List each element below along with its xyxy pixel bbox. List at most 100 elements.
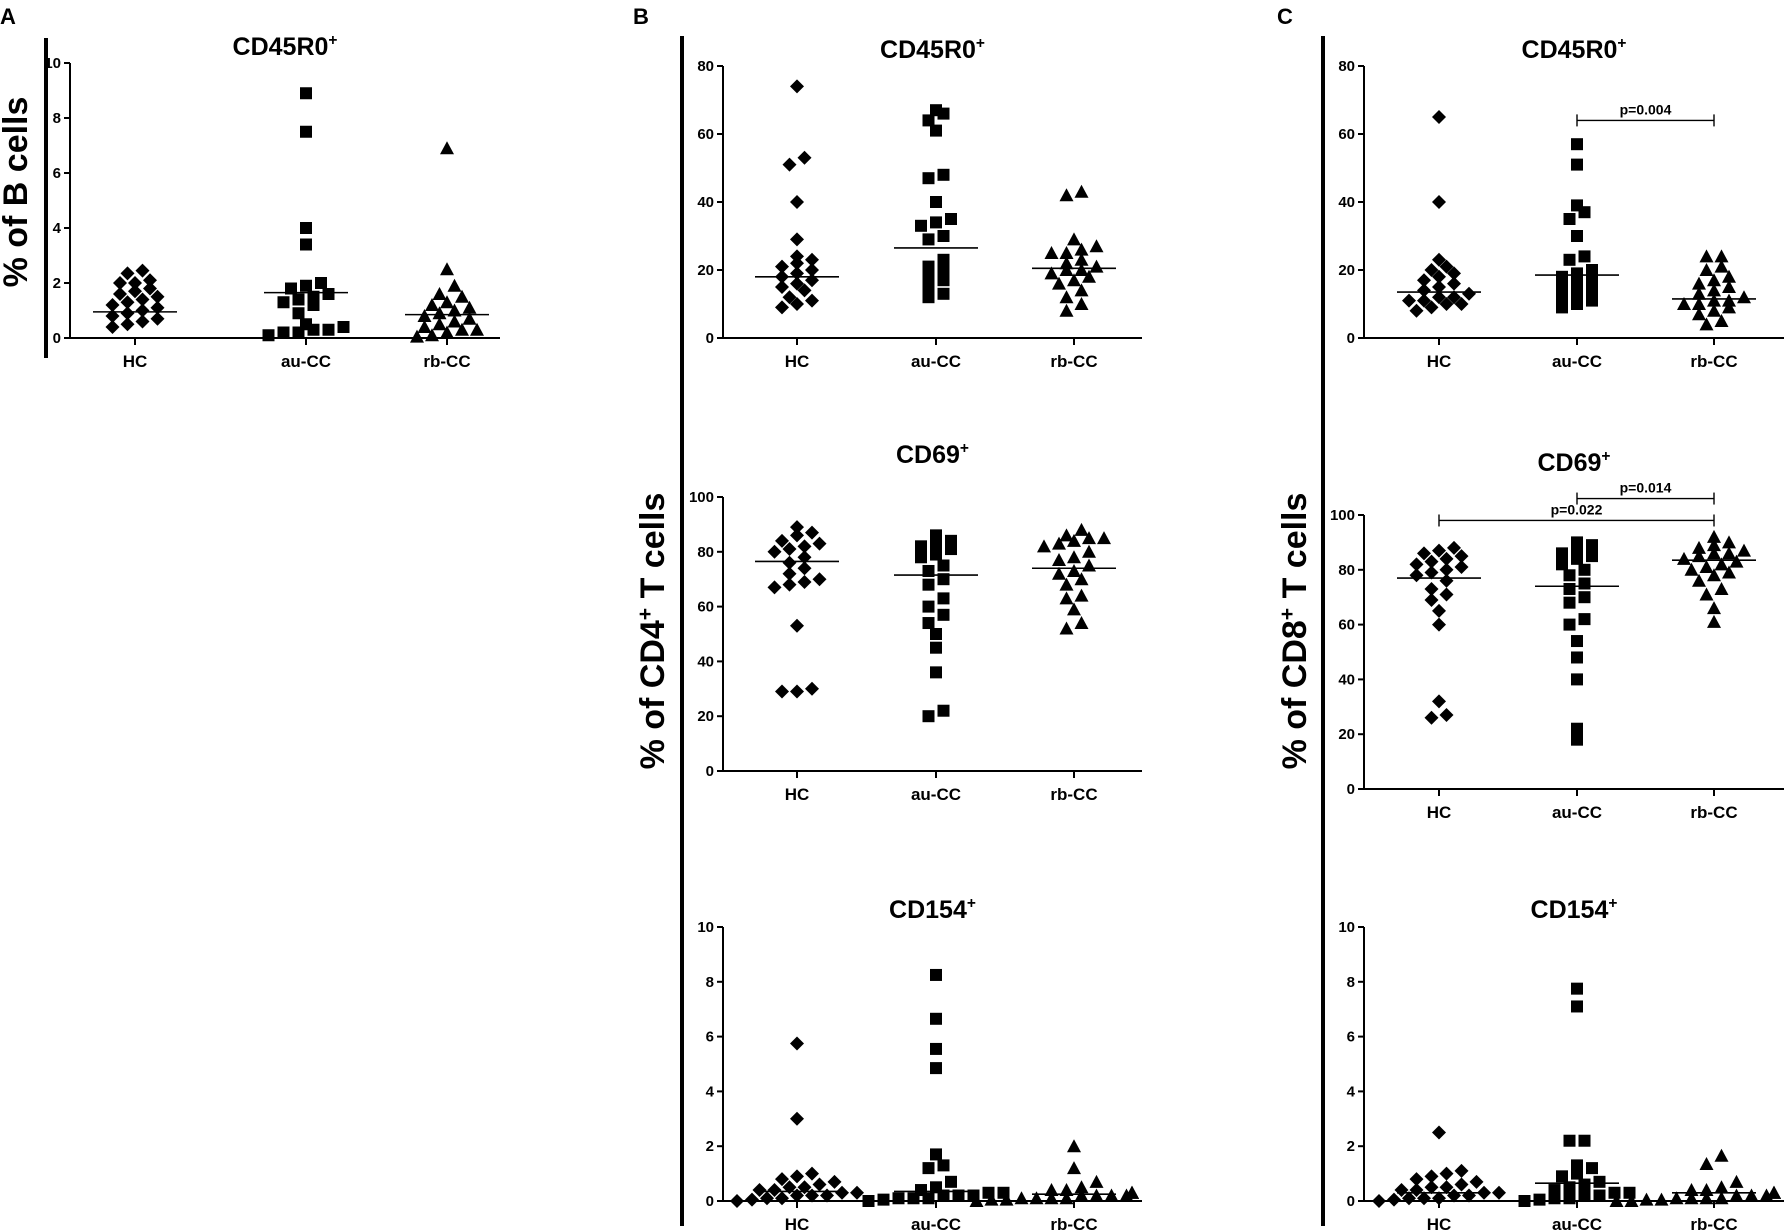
data-point	[782, 577, 797, 592]
data-point	[300, 318, 312, 331]
data-point	[1067, 602, 1081, 616]
data-point	[1578, 577, 1591, 590]
x-tick-label: HC	[123, 352, 148, 371]
data-point	[937, 573, 950, 586]
y-tick-label: 40	[1338, 671, 1355, 688]
data-point	[1424, 581, 1439, 596]
data-point	[1447, 290, 1461, 305]
data-point	[937, 559, 950, 572]
p-value-label: p=0.014	[1620, 480, 1672, 496]
data-point	[1571, 138, 1583, 151]
data-point	[1074, 616, 1089, 630]
data-point	[775, 684, 789, 699]
data-point	[1074, 263, 1089, 276]
data-point	[752, 1183, 767, 1198]
data-point	[1067, 563, 1081, 577]
data-point	[969, 1194, 984, 1207]
data-point	[1586, 264, 1598, 276]
data-point	[1044, 1183, 1059, 1197]
data-point	[143, 281, 157, 296]
data-point	[1074, 588, 1089, 602]
p-value-label: p=0.022	[1551, 501, 1603, 517]
x-tick-label: HC	[785, 1215, 810, 1232]
data-point	[1548, 1184, 1561, 1197]
data-point	[797, 539, 812, 554]
data-point	[1737, 543, 1751, 557]
data-point	[922, 260, 935, 273]
data-point	[1402, 293, 1416, 308]
data-point	[432, 287, 447, 300]
data-point	[1729, 1174, 1744, 1188]
data-point	[440, 141, 454, 155]
y-tick-label: 8	[1347, 974, 1355, 991]
data-point	[1089, 259, 1104, 273]
data-point	[782, 290, 797, 305]
series-au-cc	[862, 968, 1010, 1207]
data-point	[1714, 249, 1729, 263]
data-point	[1067, 232, 1081, 246]
data-point	[1432, 1125, 1446, 1140]
data-point	[1074, 283, 1089, 297]
data-point	[930, 1062, 942, 1075]
data-point	[775, 533, 789, 548]
chart-title: CD69+	[896, 440, 969, 469]
data-point	[1104, 1188, 1119, 1202]
data-point	[1439, 259, 1454, 274]
data-point	[930, 666, 942, 679]
data-point	[1707, 283, 1721, 297]
data-point	[1707, 546, 1721, 560]
data-point	[1714, 259, 1729, 273]
data-point	[1432, 1191, 1446, 1206]
data-point	[1074, 184, 1089, 198]
data-point	[1699, 1183, 1714, 1197]
y-tick-label: 60	[697, 599, 714, 616]
significance-bracket: p=0.022	[1438, 501, 1715, 527]
x-tick-label: rb-CC	[1050, 352, 1097, 371]
data-point	[120, 306, 135, 321]
data-point	[1059, 303, 1074, 317]
data-point	[285, 282, 297, 295]
data-point	[790, 684, 804, 699]
data-point	[1586, 1162, 1598, 1175]
data-point	[1692, 276, 1706, 290]
data-point	[1059, 577, 1074, 591]
data-point	[1074, 242, 1089, 256]
data-point	[1714, 557, 1729, 571]
data-point	[937, 253, 950, 266]
y-tick-label: 40	[1338, 194, 1355, 211]
data-point	[470, 322, 484, 336]
data-point	[1424, 710, 1439, 725]
data-point	[797, 150, 812, 165]
y-tick-label: 2	[1347, 1138, 1355, 1155]
data-point	[1722, 269, 1736, 283]
data-point	[1744, 1188, 1759, 1202]
data-point	[1563, 1181, 1576, 1194]
data-point	[790, 520, 804, 535]
data-point	[1639, 1192, 1654, 1206]
data-point	[410, 329, 424, 343]
data-point	[1722, 546, 1736, 560]
series-hc	[730, 1036, 864, 1208]
data-point	[1563, 569, 1576, 582]
x-tick-label: au-CC	[1552, 352, 1602, 371]
data-point	[782, 566, 797, 581]
data-point	[292, 307, 305, 320]
data-point	[1097, 531, 1111, 545]
data-point	[805, 681, 819, 696]
data-point	[1067, 550, 1081, 564]
data-point	[1059, 188, 1074, 202]
data-point	[1074, 572, 1089, 586]
data-point	[1729, 1188, 1744, 1202]
data-point	[1556, 281, 1568, 293]
data-point	[1082, 531, 1096, 545]
data-point	[1563, 1134, 1576, 1147]
data-point	[937, 230, 950, 242]
data-point	[1707, 538, 1721, 552]
data-point	[730, 1194, 744, 1208]
series-rb-cc	[1032, 184, 1116, 317]
y-tick-label: 100	[689, 489, 714, 506]
y-tick-label: 60	[1338, 126, 1355, 143]
data-point	[1571, 230, 1583, 242]
data-point	[922, 617, 935, 630]
